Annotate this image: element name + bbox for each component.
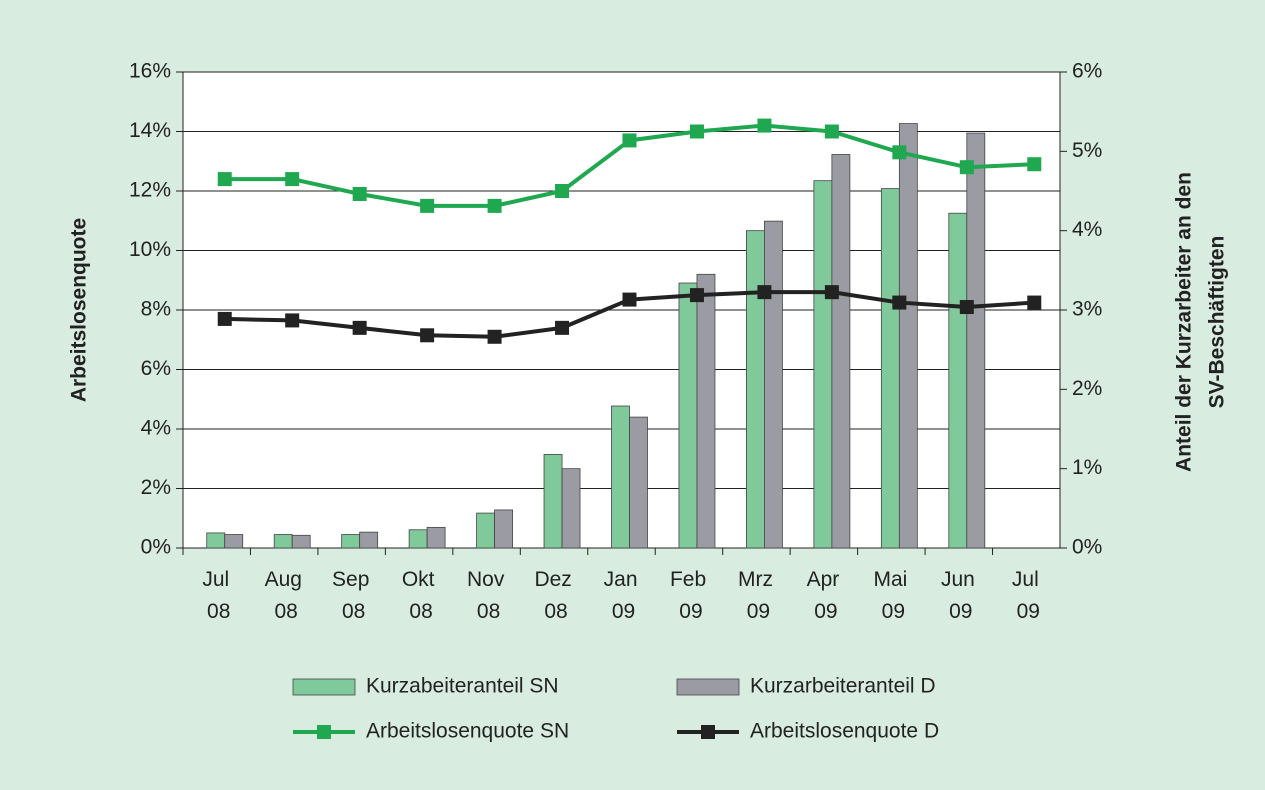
legend-label: Arbeitslosenquote D xyxy=(750,720,939,743)
y-tick-label: 16% xyxy=(129,60,171,83)
y2-tick-label: 2% xyxy=(1072,377,1102,400)
bar xyxy=(206,532,226,549)
x-tick-label: Sep 08 xyxy=(332,568,375,623)
bar xyxy=(746,230,765,549)
bar xyxy=(696,273,716,549)
x-tick-label: Mai 09 xyxy=(874,568,914,623)
y-tick-label: 8% xyxy=(141,298,171,321)
x-tick-label: Okt 08 xyxy=(402,568,441,623)
y-tick-label: 6% xyxy=(141,357,171,380)
bar xyxy=(476,512,495,549)
bar xyxy=(408,529,428,549)
bar xyxy=(341,534,361,549)
bar xyxy=(359,531,379,549)
marker xyxy=(420,198,435,213)
marker xyxy=(352,320,367,335)
marker xyxy=(1027,295,1042,310)
y2-tick-label: 5% xyxy=(1072,139,1102,162)
x-tick-label: Aug 08 xyxy=(265,568,308,623)
bar xyxy=(291,534,311,549)
marker xyxy=(689,288,704,303)
y2-tick-label: 3% xyxy=(1072,298,1102,321)
x-tick-label: Dez 08 xyxy=(534,568,577,623)
legend-label: Kurzabeiteranteil SN xyxy=(366,675,559,698)
x-tick-label: Apr 09 xyxy=(807,568,846,623)
bar xyxy=(966,132,986,549)
bar xyxy=(426,526,446,549)
y-tick-label: 12% xyxy=(129,179,171,202)
marker xyxy=(959,300,974,315)
legend-swatch xyxy=(676,678,740,696)
legend-marker xyxy=(317,725,331,739)
marker xyxy=(824,285,839,300)
x-tick-label: Mrz 09 xyxy=(738,568,779,623)
marker xyxy=(824,124,839,139)
x-tick-label: Jul 09 xyxy=(1012,568,1045,623)
marker xyxy=(352,186,367,201)
x-tick-label: Nov 08 xyxy=(467,568,510,623)
y-tick-label: 14% xyxy=(129,119,171,142)
y-axis-title: Arbeitslosenquote xyxy=(68,218,91,402)
legend-swatch xyxy=(292,678,356,696)
bar xyxy=(831,154,851,549)
y2-tick-label: 0% xyxy=(1072,536,1102,559)
marker xyxy=(1027,157,1042,172)
marker xyxy=(689,124,704,139)
marker xyxy=(555,320,570,335)
marker xyxy=(420,328,435,343)
marker xyxy=(285,172,300,187)
y-tick-label: 10% xyxy=(129,238,171,261)
y2-tick-label: 4% xyxy=(1072,218,1102,241)
bar xyxy=(494,509,513,549)
marker xyxy=(217,311,232,326)
y2-axis-title: Anteil der Kurzarbeiter an den xyxy=(1173,172,1196,472)
marker xyxy=(757,285,772,300)
marker xyxy=(285,313,300,328)
marker xyxy=(217,172,232,187)
bar xyxy=(611,405,630,549)
x-tick-label: Feb 09 xyxy=(670,568,712,623)
marker xyxy=(892,295,907,310)
x-tick-label: Jun 09 xyxy=(941,568,981,623)
marker xyxy=(555,184,570,198)
marker xyxy=(757,118,772,133)
bar xyxy=(543,453,563,549)
legend-label: Kurzarbeiteranteil D xyxy=(750,675,936,698)
y2-axis-title: SV-Beschäftigten xyxy=(1206,236,1229,409)
marker xyxy=(487,198,502,213)
y-tick-label: 0% xyxy=(141,536,171,559)
marker xyxy=(622,133,637,148)
marker xyxy=(487,329,502,344)
bar xyxy=(224,534,244,549)
legend-label: Arbeitslosenquote SN xyxy=(366,720,569,743)
marker xyxy=(959,160,974,175)
bar xyxy=(678,282,698,549)
x-tick-label: Jan 09 xyxy=(604,568,644,623)
x-tick-label: Jul 08 xyxy=(202,568,235,623)
y2-tick-label: 6% xyxy=(1072,60,1102,83)
bar xyxy=(898,123,918,549)
y2-tick-label: 1% xyxy=(1072,456,1102,479)
legend-marker xyxy=(701,725,715,739)
bar xyxy=(629,416,648,549)
y-tick-label: 2% xyxy=(141,476,171,499)
bar xyxy=(813,180,833,549)
bar xyxy=(764,220,783,549)
marker xyxy=(622,292,637,307)
bar xyxy=(948,212,968,549)
bar xyxy=(880,188,900,549)
bar xyxy=(273,534,293,549)
bar xyxy=(561,468,581,549)
marker xyxy=(892,145,907,160)
y-tick-label: 4% xyxy=(141,417,171,440)
